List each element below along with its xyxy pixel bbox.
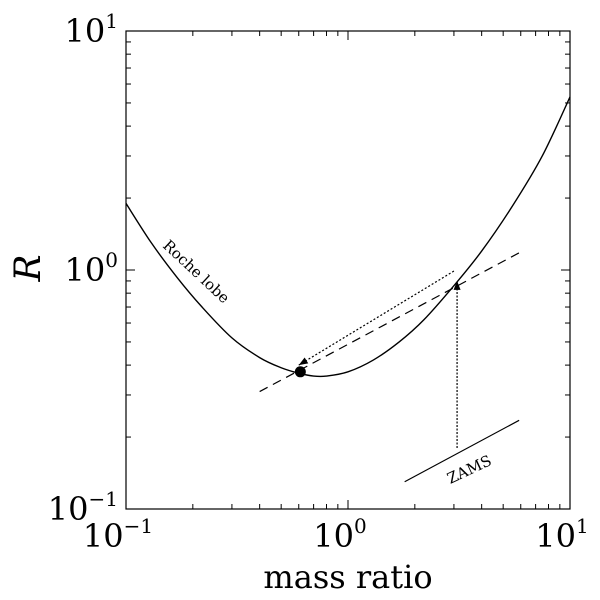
y-tick-label: 101 <box>65 9 118 50</box>
x-tick-label: 10−1 <box>83 514 153 555</box>
x-tick-label: 100 <box>313 514 366 555</box>
plot-series <box>125 96 571 483</box>
arrowhead <box>453 280 461 290</box>
tick-labels: 10−1 100 101 10−1 100 101 <box>48 9 589 555</box>
roche-lobe-curve <box>125 96 571 378</box>
x-axis-label: mass ratio <box>263 558 432 596</box>
y-tick-label: 100 <box>65 248 118 289</box>
roche-lobe-label: Roche lobe <box>159 236 233 307</box>
zams-line <box>404 419 520 483</box>
data-point-marker <box>294 366 306 378</box>
y-tick-label: 10−1 <box>48 487 118 528</box>
plot-frame <box>125 30 571 510</box>
dotted-arrow <box>298 270 455 366</box>
x-tick-label: 101 <box>535 514 588 555</box>
y-axis-label: R <box>8 254 49 282</box>
arrowhead <box>298 357 309 366</box>
